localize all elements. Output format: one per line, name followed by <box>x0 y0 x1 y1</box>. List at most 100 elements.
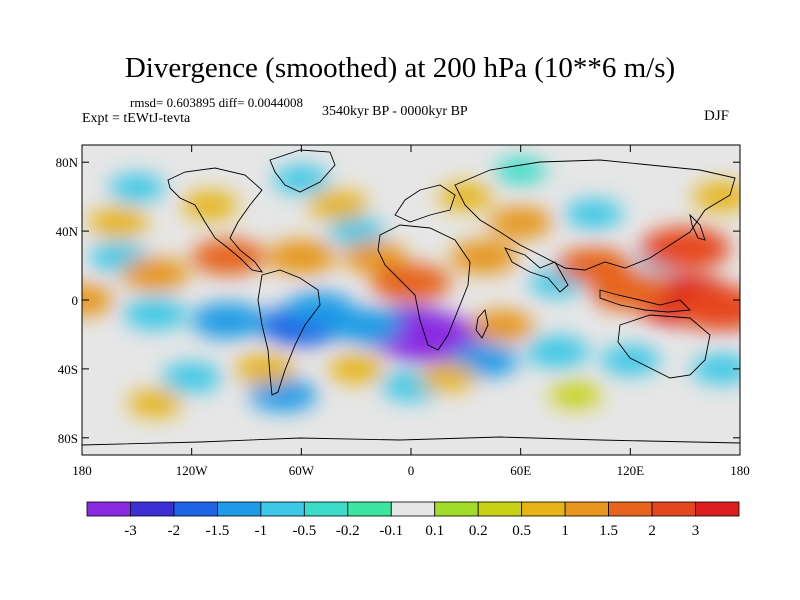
y-tick-label: 40N <box>56 224 79 239</box>
colorbar-swatch-10 <box>521 501 566 517</box>
colorbar-swatch-0 <box>86 501 131 517</box>
field-blob-10 <box>691 353 740 385</box>
x-tick-label: 0 <box>408 463 415 478</box>
field-blob-11 <box>161 362 222 393</box>
field-core-13 <box>264 385 302 404</box>
season-label: DJF <box>704 108 730 124</box>
colorbar-label: 3 <box>692 523 700 539</box>
coast-madagascar <box>475 309 489 339</box>
colorbar-swatch-4 <box>260 501 305 517</box>
field-core-29 <box>282 247 321 267</box>
colorbar-swatch-9 <box>477 501 523 517</box>
coast-indonesia <box>599 289 691 313</box>
field-core-5 <box>137 304 173 323</box>
colorbar-label: -2 <box>168 523 181 539</box>
x-tick-label: 180 <box>72 463 92 478</box>
colorbar-label: -0.5 <box>292 523 316 539</box>
field-blob-35 <box>419 363 476 392</box>
colorbar-swatch-8 <box>434 501 479 517</box>
field-blob-41 <box>692 181 740 212</box>
field-blob-21 <box>494 157 547 185</box>
plot-title: Divergence (smoothed) at 200 hPa (10**6 … <box>124 52 676 84</box>
colorbar-label: 2 <box>648 523 656 539</box>
coastlines <box>82 149 740 446</box>
x-tick-label: 60E <box>510 463 531 478</box>
colorbar-swatch-7 <box>390 501 436 517</box>
colorbar-label: 0.5 <box>512 523 531 539</box>
field-blob-39 <box>88 207 149 238</box>
field-blob-9 <box>600 345 661 376</box>
coast-europe <box>394 184 456 223</box>
field-core-25 <box>573 255 615 276</box>
colorbar-label: -0.2 <box>336 523 360 539</box>
coast-north-america <box>167 167 264 273</box>
colorbar-label: 0.2 <box>469 523 488 539</box>
axis-ticks: 180 120W 60W 0 60E 120E 180 80N 40N 0 40S 80S <box>56 145 750 478</box>
colorbar-label: -3 <box>124 523 137 539</box>
colorbar-label: 1.5 <box>599 523 618 539</box>
colorbar-label: 0.1 <box>425 523 444 539</box>
coast-asia <box>454 159 736 271</box>
colorbar-swatch-6 <box>347 501 392 517</box>
coast-africa <box>377 224 471 351</box>
x-tick-label: 60W <box>289 463 315 478</box>
field-blob-18 <box>273 165 330 194</box>
field-core-23 <box>695 296 740 321</box>
field-core-26 <box>660 236 710 260</box>
colorbar-swatch-11 <box>564 501 610 517</box>
colorbar-label: 1 <box>561 523 569 539</box>
y-tick-label: 0 <box>72 293 79 308</box>
field-core-43 <box>82 291 100 309</box>
colorbar-swatch-12 <box>608 501 653 517</box>
field-blob-34 <box>234 353 295 385</box>
field-core-7 <box>465 351 503 370</box>
coast-greenland <box>269 149 336 193</box>
field-core-28 <box>207 247 249 267</box>
field-blob-19 <box>564 199 623 229</box>
colorbar-swatch-5 <box>303 501 349 517</box>
colorbar-swatch-2 <box>173 501 218 517</box>
colorbar-swatch-1 <box>130 501 175 517</box>
colorbar-swatch-3 <box>216 501 262 517</box>
field-core-30 <box>356 248 393 266</box>
coast-australia <box>617 314 711 379</box>
colorbar-label: -1 <box>255 523 268 539</box>
field-blob-44 <box>549 381 602 409</box>
x-tick-label: 120E <box>617 463 645 478</box>
colorbar-swatch-14 <box>695 501 740 517</box>
experiment-label: Expt = tEWtJ-tevta <box>82 111 191 126</box>
field-core-8 <box>539 342 575 361</box>
field-blob-40 <box>181 190 238 220</box>
coast-south-america <box>257 269 321 396</box>
field-core-1 <box>399 324 459 352</box>
colorbar-label: -0.1 <box>379 523 403 539</box>
coast-antarctica <box>82 436 740 446</box>
stats-text: rmsd= 0.603895 diff= 0.0044008 <box>130 95 303 110</box>
field-core-37 <box>503 213 539 232</box>
field-core-33 <box>484 317 520 335</box>
field-core-6 <box>300 299 339 318</box>
field-blob-45 <box>128 389 183 418</box>
colorbar: -3 -2 -1.5 -1 -0.5 -0.2 -0.1 0.1 0.2 0.5 1 1.5 2 3 <box>86 501 740 539</box>
field-blob-17 <box>108 173 165 203</box>
y-tick-label: 80S <box>58 431 78 446</box>
x-tick-label: 180 <box>730 463 750 478</box>
field-core-31 <box>389 272 433 294</box>
field-core-32 <box>465 247 503 267</box>
period-label: 3540kyr BP - 0000kyr BP <box>322 104 468 119</box>
field-core-27 <box>136 264 174 284</box>
field-core-4 <box>207 310 249 331</box>
coast-japan <box>689 213 706 241</box>
x-tick-label: 120W <box>176 463 209 478</box>
field-core-24 <box>608 280 653 302</box>
field-blob-38 <box>307 190 368 221</box>
y-tick-label: 40S <box>58 362 78 377</box>
colorbar-label: -1.5 <box>206 523 230 539</box>
y-tick-label: 80N <box>56 155 79 170</box>
coast-arabia-india <box>504 247 569 293</box>
field-core-3 <box>344 315 386 336</box>
field-blob-36 <box>328 354 385 384</box>
colorbar-swatch-13 <box>651 501 696 517</box>
